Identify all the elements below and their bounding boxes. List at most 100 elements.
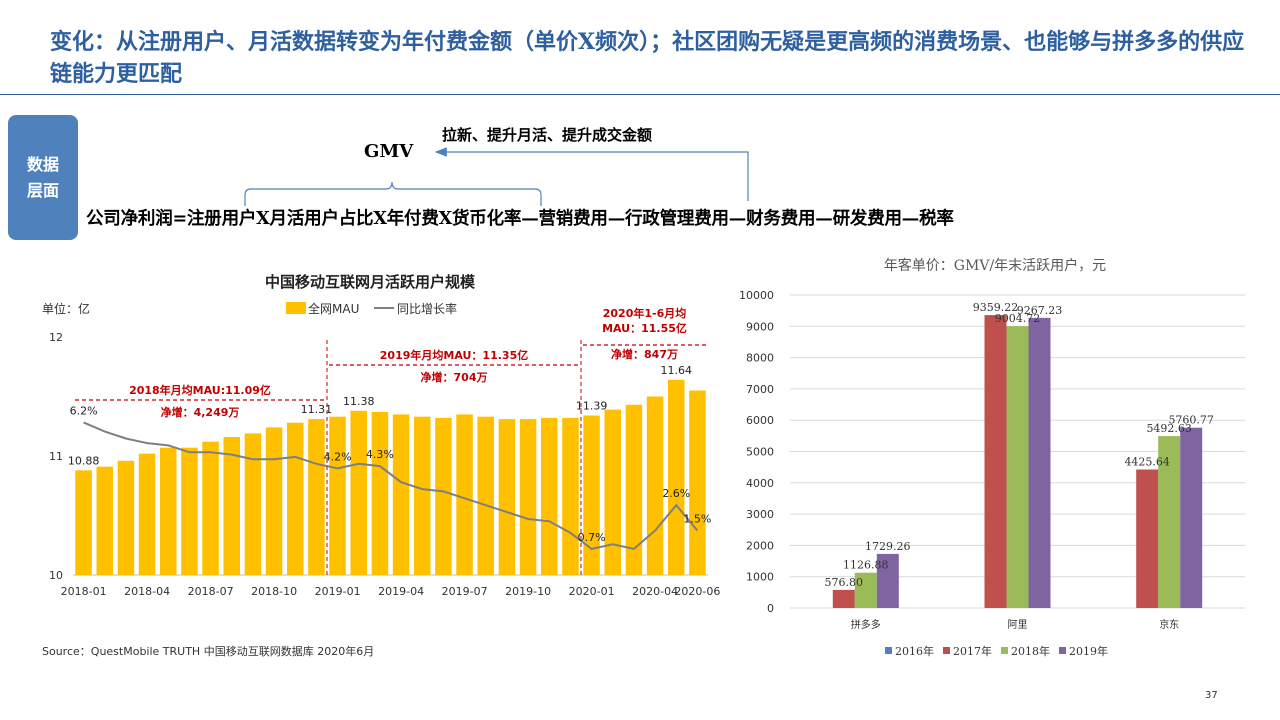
mau-bar <box>181 447 198 575</box>
mau-bar-label: 11.39 <box>576 400 608 413</box>
arpu-chart: 年客单价：GMV/年末活跃用户，元 0 1000 2000 3000 4000 5000 6… <box>739 257 1245 658</box>
mau-bar <box>350 410 367 575</box>
mau-bar <box>541 417 558 575</box>
mau-bar <box>371 412 389 575</box>
mau-bar <box>75 470 92 575</box>
mau-bar <box>96 466 113 575</box>
mau-bar-label: 11.38 <box>343 395 375 408</box>
y-tick-label: 8000 <box>746 352 774 365</box>
arpu-chart-title: 年客单价：GMV/年末活跃用户，元 <box>884 257 1106 274</box>
side-tab-label: 数据层面 <box>26 154 59 200</box>
x-tick-label: 2018-07 <box>188 585 234 598</box>
y-tick-label: 2000 <box>746 539 774 552</box>
x-tick-label: 2020-01 <box>569 585 615 598</box>
title-divider <box>0 94 1280 95</box>
growth-rate-label: 1.5% <box>683 513 711 526</box>
x-tick-label: 2019-04 <box>378 585 424 598</box>
arpu-bar-label: 9359.22 <box>973 301 1019 314</box>
legend-label: 2019年 <box>1069 644 1108 658</box>
y-tick-label: 10000 <box>739 289 774 302</box>
arpu-bar <box>1158 436 1181 608</box>
x-tick-label: 2019-07 <box>442 585 488 598</box>
arpu-bar <box>1006 326 1029 608</box>
growth-rate-line <box>83 421 699 550</box>
period-label: 2019年月均MAU：11.35亿 <box>380 348 528 362</box>
mau-bar <box>160 447 177 575</box>
mau-bar <box>519 419 537 575</box>
mau-bar <box>392 414 410 575</box>
arpu-bar <box>1136 469 1159 608</box>
arpu-bar <box>876 553 899 608</box>
mau-bar <box>329 416 346 575</box>
formula-connectors <box>244 147 749 206</box>
arpu-bar-label: 5492.63 <box>1146 422 1192 435</box>
mau-bar <box>668 379 685 575</box>
arpu-bar-label: 4425.64 <box>1124 456 1170 469</box>
gmv-label: GMV <box>364 141 414 162</box>
slide-title: 变化：从注册用户、月活数据转变为年付费金额（单价X频次）；社区团购无疑是更高频的… <box>50 29 1245 87</box>
mau-bar <box>562 417 579 575</box>
arpu-bar-label: 576.80 <box>825 576 864 589</box>
y-tick-label: 5000 <box>746 446 774 459</box>
x-tick-label: 2020-04 <box>632 585 678 598</box>
mau-bar <box>646 396 664 575</box>
arpu-bar <box>984 315 1007 608</box>
legend-rate-label: 同比增长率 <box>397 301 457 316</box>
mau-bar <box>287 422 304 575</box>
mau-bar-label: 10.88 <box>68 454 100 467</box>
mau-bar <box>117 460 135 575</box>
mau-bar <box>202 441 219 575</box>
growth-rate-label: 4.2% <box>324 450 352 463</box>
mau-bar <box>223 437 240 575</box>
period-label: 2020年1-6月均 <box>603 306 687 320</box>
x-tick-label: 2019-10 <box>505 585 551 598</box>
mau-source: Source：QuestMobile TRUTH 中国移动互联网数据库 2020… <box>42 644 374 658</box>
mau-bar <box>477 416 494 575</box>
legend-label: 2018年 <box>1011 644 1050 658</box>
arpu-bar <box>832 589 855 608</box>
y-tick-label: 12 <box>49 331 63 344</box>
period-net-label: 净增：847万 <box>611 347 678 361</box>
side-tab-data: 数据层面 <box>8 115 78 240</box>
y-tick-label: 6000 <box>746 414 774 427</box>
growth-rate-label: 0.7% <box>578 531 606 544</box>
category-label: 京东 <box>1159 618 1179 631</box>
mau-bar <box>138 453 156 575</box>
mau-bar <box>435 417 452 575</box>
feedback-arrow <box>434 147 749 201</box>
legend-label: 2017年 <box>953 644 992 658</box>
arpu-bar-label: 9004.72 <box>995 312 1041 325</box>
arpu-bar-label: 5760.77 <box>1168 414 1214 427</box>
x-tick-label: 2018-04 <box>124 585 170 598</box>
x-tick-label: 2018-10 <box>251 585 297 598</box>
period-label: 2018年月均MAU:11.09亿 <box>129 383 271 397</box>
legend-mau-label: 全网MAU <box>308 301 359 316</box>
arpu-bar <box>854 572 877 608</box>
legend-swatch <box>1059 647 1066 654</box>
mau-bar <box>265 427 283 575</box>
arpu-bar-label: 9267.23 <box>1017 304 1063 317</box>
arpu-bar-label: 1126.88 <box>843 559 889 572</box>
arpu-bar <box>1180 427 1203 608</box>
y-tick-label: 9000 <box>746 320 774 333</box>
legend-label: 2016年 <box>895 644 934 658</box>
legend-swatch <box>885 647 892 654</box>
mau-unit-label: 单位：亿 <box>42 301 90 316</box>
arpu-bar <box>1028 317 1051 608</box>
mau-bar <box>498 419 516 575</box>
mau-bar-label: 11.31 <box>301 403 333 416</box>
mau-bar <box>583 415 600 575</box>
period-label: MAU：11.55亿 <box>602 321 687 335</box>
x-tick-label: 2019-01 <box>315 585 361 598</box>
x-tick-label: 2020-06 <box>674 585 720 598</box>
growth-rate-label: 2.6% <box>662 487 690 500</box>
mau-chart: 中国移动互联网月活跃用户规模 单位：亿 全网MAU 同比增长率 12 11 10 1… <box>40 265 720 660</box>
arrow-label: 拉新、提升月活、提升成交金额 <box>442 126 653 144</box>
growth-rate-label: 6.2% <box>70 404 98 417</box>
category-label: 拼多多 <box>851 618 881 631</box>
brace <box>244 181 542 206</box>
y-tick-label: 1000 <box>746 571 774 584</box>
y-tick-label: 0 <box>767 602 774 615</box>
arpu-bar-label: 1729.26 <box>865 540 911 553</box>
x-tick-label: 2018-01 <box>61 585 107 598</box>
